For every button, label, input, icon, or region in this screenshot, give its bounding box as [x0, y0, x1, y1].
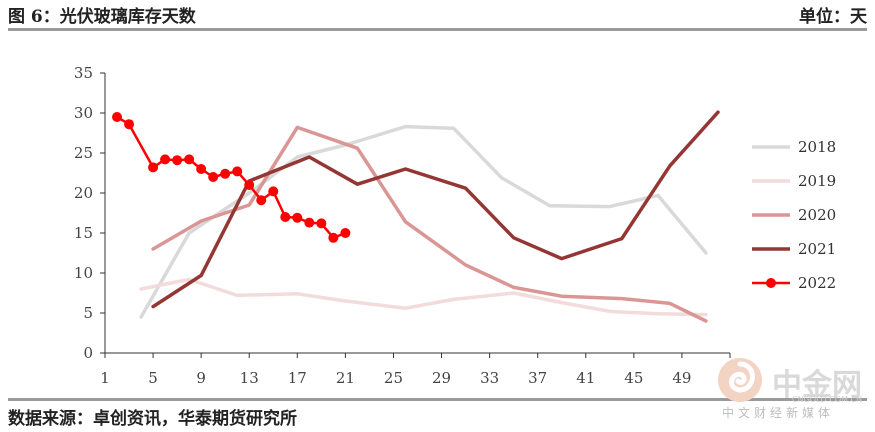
y-tick-label: 25	[74, 144, 93, 162]
y-tick-label: 15	[74, 224, 93, 242]
data-point-2022	[256, 195, 267, 206]
data-point-2022	[148, 162, 159, 173]
legend-label-2021: 2021	[798, 240, 836, 258]
legend-marker-2022	[766, 278, 776, 288]
watermark-logo-icon	[718, 358, 762, 402]
x-tick-label: 21	[336, 369, 355, 387]
data-point-2022	[340, 228, 351, 238]
y-tick-label: 35	[74, 64, 93, 82]
data-point-2022	[208, 172, 219, 182]
watermark-name: 中金网	[772, 368, 862, 403]
data-point-2022	[160, 154, 171, 165]
data-point-2022	[220, 168, 231, 179]
source-note: 数据来源：卓创资讯，华泰期货研究所	[8, 409, 297, 429]
top-divider	[8, 28, 867, 31]
x-tick-label: 37	[528, 369, 547, 387]
x-tick-label: 25	[384, 369, 403, 387]
data-point-2022	[232, 166, 243, 177]
data-point-2022	[124, 119, 135, 130]
x-tick-label: 17	[288, 369, 307, 387]
x-tick-label: 49	[672, 369, 691, 387]
series-line-2020	[151, 125, 708, 323]
x-tick-label: 1	[100, 369, 110, 387]
unit-label: 单位：天	[799, 7, 867, 27]
y-tick-label: 20	[74, 184, 93, 202]
x-tick-label: 45	[624, 369, 643, 387]
y-tick-label: 10	[74, 264, 93, 282]
figure-title: 图 6：光伏玻璃库存天数	[8, 7, 196, 27]
data-point-2022	[172, 155, 183, 166]
series-line-2018	[139, 124, 708, 319]
watermark-url: CNGOLD.COM.CN	[792, 395, 863, 404]
data-point-2022	[280, 212, 291, 222]
x-tick-label: 29	[432, 369, 451, 387]
x-tick-label: 33	[480, 369, 499, 387]
legend-label-2022: 2022	[798, 274, 836, 292]
data-point-2022	[304, 217, 315, 228]
series-line-2019	[139, 277, 708, 317]
data-point-2022	[112, 112, 123, 122]
watermark-tagline: 中文财经新媒体	[722, 406, 835, 420]
x-tick-label: 5	[148, 369, 158, 387]
y-tick-label: 30	[74, 104, 93, 122]
data-point-2022	[268, 186, 279, 197]
legend-label-2018: 2018	[798, 138, 836, 156]
data-point-2022	[196, 164, 207, 174]
line-chart: 0510152025303515913172125293337414549532…	[74, 64, 836, 387]
data-point-2022	[184, 154, 195, 165]
data-point-2022	[328, 232, 339, 243]
bottom-divider	[8, 398, 867, 401]
legend-label-2019: 2019	[798, 172, 836, 190]
header: 图 6：光伏玻璃库存天数 单位：天	[8, 0, 867, 30]
y-tick-label: 0	[83, 344, 93, 362]
data-point-2022	[316, 218, 327, 229]
x-tick-label: 13	[240, 369, 259, 387]
data-point-2022	[244, 180, 255, 190]
legend-label-2020: 2020	[798, 206, 836, 224]
x-tick-label: 9	[196, 369, 206, 387]
x-tick-label: 41	[576, 369, 595, 387]
y-tick-label: 5	[83, 304, 93, 322]
data-point-2022	[292, 212, 303, 223]
series-line-2021	[151, 110, 720, 309]
